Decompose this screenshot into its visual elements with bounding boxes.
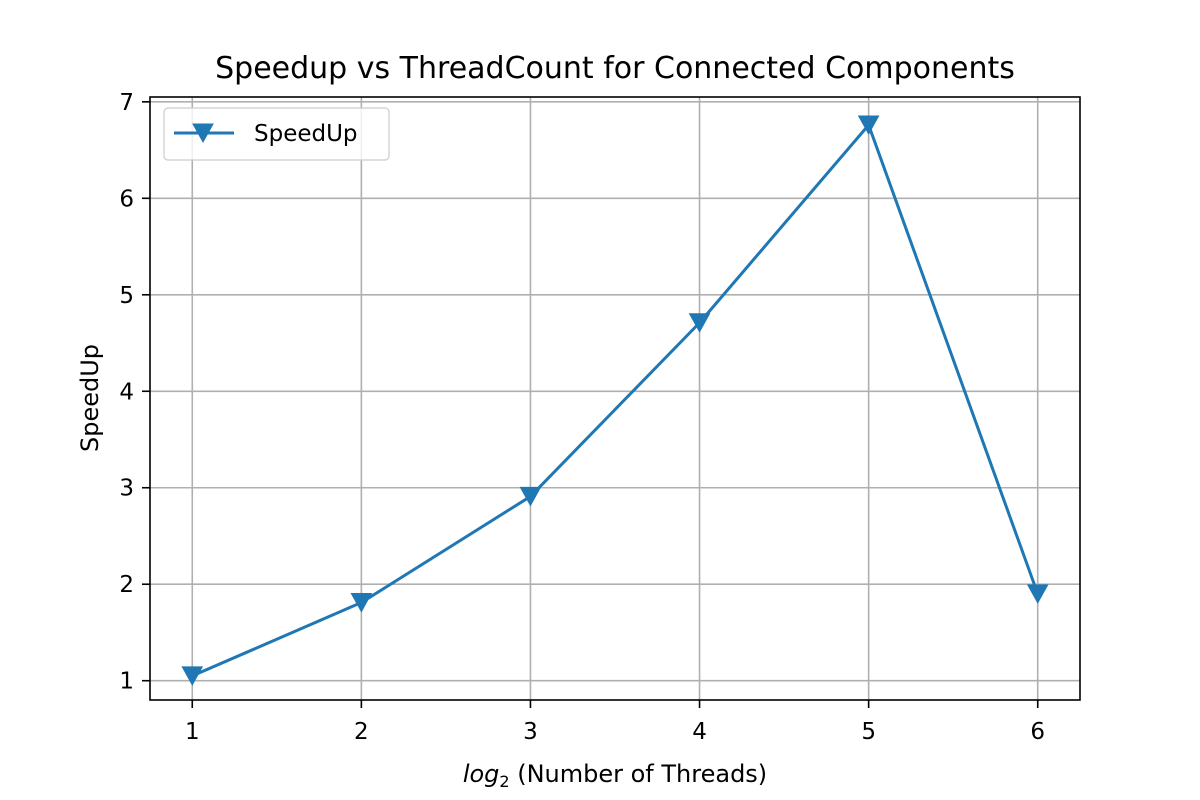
y-tick-label: 3 — [119, 476, 134, 502]
x-tick-label: 5 — [861, 719, 876, 745]
legend-box — [163, 107, 390, 161]
x-tick-label: 2 — [354, 719, 369, 745]
y-tick-label: 4 — [119, 379, 134, 405]
grid-lines — [150, 97, 1080, 700]
series-line-speedup — [190, 123, 1040, 678]
x-axis-label-rest: (Number of Threads) — [510, 760, 768, 788]
data-point-marker — [688, 313, 711, 333]
y-tick-label: 7 — [119, 90, 134, 116]
legend-label: SpeedUp — [254, 121, 358, 147]
y-tick-label: 5 — [119, 283, 134, 309]
plot-frame — [149, 96, 1081, 701]
y-tick-label: 1 — [119, 669, 134, 695]
x-tick-label: 4 — [692, 719, 707, 745]
x-tick-label: 6 — [1030, 719, 1045, 745]
x-tick-label: 3 — [523, 719, 538, 745]
y-ticks: 1 2 3 4 5 6 7 — [119, 90, 150, 695]
y-axis-label: SpeedUp — [76, 344, 104, 452]
data-point-marker — [857, 115, 880, 136]
data-point-marker — [1026, 584, 1049, 604]
x-axis-label-log: log — [463, 760, 500, 788]
x-axis-label: log2 (Number of Threads) — [463, 760, 767, 791]
y-tick-label: 2 — [119, 572, 134, 598]
x-tick-label: 1 — [185, 719, 200, 745]
legend: SpeedUp — [163, 107, 390, 161]
legend-marker — [192, 123, 214, 144]
x-ticks: 1 2 3 4 5 6 — [185, 700, 1045, 745]
series-speedup — [181, 115, 1049, 686]
data-point-marker — [181, 666, 204, 686]
chart-title: Speedup vs ThreadCount for Connected Com… — [215, 51, 1015, 86]
x-axis-label-sub: 2 — [499, 772, 509, 791]
data-point-marker — [350, 593, 373, 613]
y-tick-label: 6 — [119, 186, 134, 212]
data-point-marker — [519, 486, 542, 507]
